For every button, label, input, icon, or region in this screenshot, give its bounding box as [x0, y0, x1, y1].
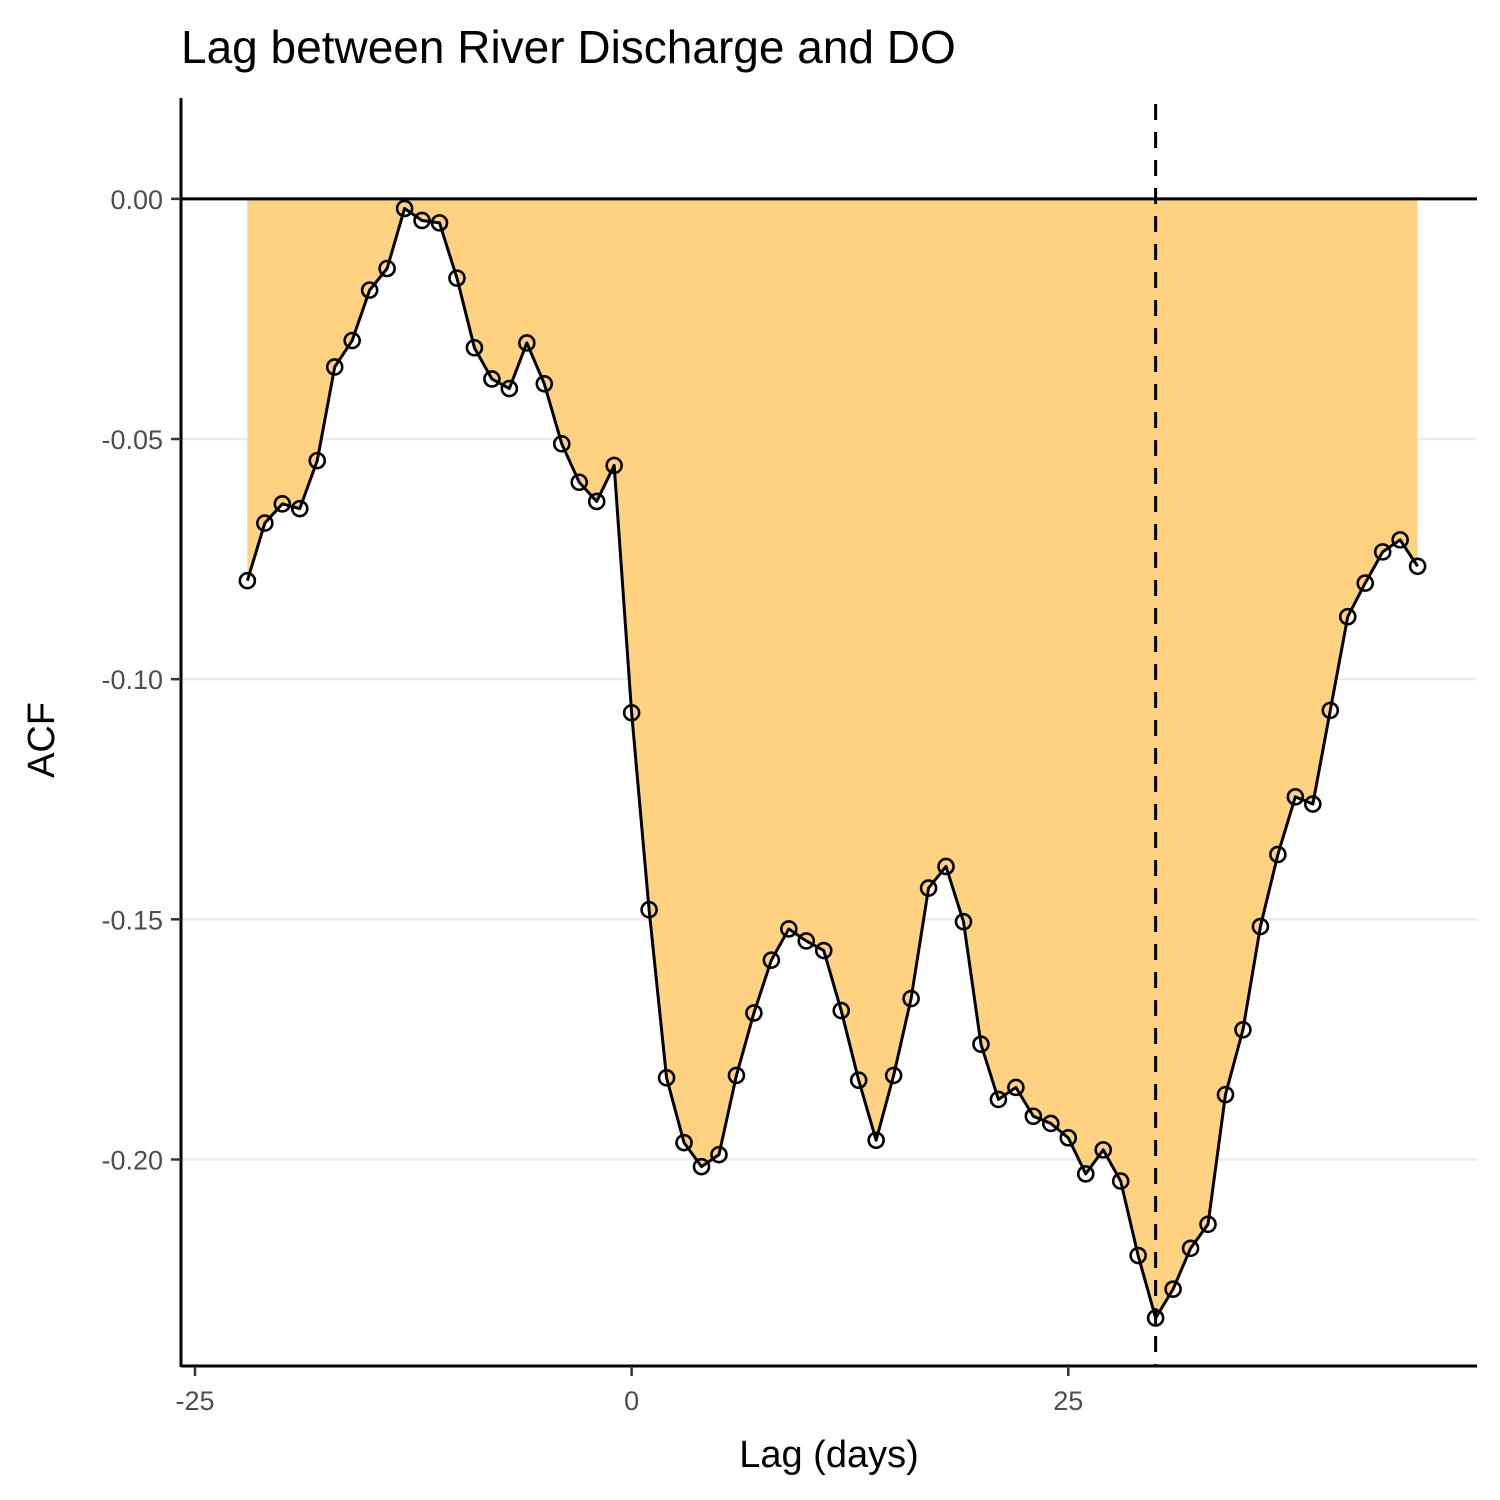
data-point — [814, 941, 833, 960]
data-point — [762, 951, 781, 969]
data-point — [273, 495, 292, 513]
data-point — [1234, 1020, 1252, 1039]
y-tick-label: -0.05 — [101, 425, 163, 455]
data-point — [448, 269, 466, 287]
data-point — [849, 1071, 868, 1090]
data-point — [780, 920, 798, 938]
data-point — [395, 199, 414, 218]
y-axis-ticks: 0.00 -0.05 -0.10 -0.15 -0.20 — [101, 185, 181, 1175]
data-point — [1164, 1280, 1182, 1298]
data-point — [954, 912, 973, 931]
x-axis-ticks: -25 0 25 — [175, 1366, 1083, 1416]
data-point — [256, 514, 274, 532]
data-point — [797, 932, 816, 950]
acf-area — [247, 198, 1418, 1318]
data-point — [290, 499, 309, 518]
data-point — [378, 259, 396, 278]
data-point — [622, 703, 641, 722]
data-point — [1251, 917, 1270, 936]
data-point — [1321, 701, 1340, 720]
data-point — [710, 1145, 728, 1164]
data-point — [430, 214, 449, 232]
x-tick-label: 25 — [1053, 1386, 1083, 1416]
data-point — [867, 1131, 885, 1150]
reference-lines — [181, 104, 1477, 1366]
data-point — [413, 211, 431, 230]
data-point — [1408, 557, 1427, 576]
data-point — [552, 435, 571, 453]
data-point — [1111, 1172, 1130, 1190]
data-point — [1007, 1078, 1025, 1097]
y-tick-label: 0.00 — [110, 185, 163, 215]
data-point — [238, 571, 257, 590]
data-point — [343, 331, 361, 350]
data-point — [1356, 574, 1375, 592]
data-point — [360, 281, 379, 299]
data-point — [727, 1066, 746, 1085]
data-point — [500, 379, 519, 398]
data-point — [308, 451, 327, 470]
data-point — [657, 1069, 676, 1087]
data-point — [1146, 1309, 1165, 1327]
data-point — [325, 358, 344, 376]
data-point — [1059, 1129, 1078, 1147]
chart-title: Lag between River Discharge and DO — [181, 21, 956, 73]
data-point — [1391, 531, 1409, 549]
data-points — [238, 199, 1427, 1327]
acf-line — [245, 206, 1419, 1320]
data-point — [1042, 1114, 1060, 1133]
data-point — [1129, 1246, 1147, 1265]
y-tick-label: -0.15 — [101, 905, 163, 935]
data-point — [1076, 1165, 1095, 1183]
y-tick-label: -0.20 — [101, 1145, 163, 1175]
x-tick-label: 0 — [624, 1386, 639, 1416]
data-point — [1373, 543, 1392, 561]
data-point — [675, 1133, 693, 1152]
data-point — [605, 456, 623, 475]
data-point — [1286, 788, 1305, 806]
area-fill — [247, 198, 1418, 1318]
data-point — [1199, 1215, 1217, 1234]
data-point — [1216, 1085, 1235, 1104]
data-point — [518, 334, 536, 352]
y-tick-label: -0.10 — [101, 665, 163, 695]
y-axis-title: ACF — [21, 702, 63, 778]
data-point — [1094, 1141, 1113, 1159]
x-axis-title: Lag (days) — [739, 1434, 919, 1476]
data-point — [692, 1157, 711, 1176]
data-point — [937, 857, 955, 876]
data-point — [465, 338, 484, 357]
data-point — [1024, 1107, 1043, 1126]
data-point — [483, 370, 501, 388]
data-point — [832, 1001, 851, 1020]
data-point — [1338, 607, 1357, 626]
data-point — [587, 492, 606, 511]
data-point — [919, 879, 938, 897]
data-point — [1181, 1239, 1200, 1258]
data-point — [902, 989, 920, 1008]
series-line — [245, 206, 1419, 1320]
data-point — [570, 473, 589, 492]
data-point — [884, 1066, 903, 1085]
data-point — [640, 900, 658, 919]
data-point — [1269, 845, 1287, 864]
data-point — [989, 1090, 1008, 1109]
data-point — [972, 1035, 990, 1053]
x-tick-label: -25 — [175, 1386, 214, 1416]
data-point — [535, 374, 554, 393]
data-point — [745, 1004, 763, 1022]
data-point — [1304, 795, 1322, 813]
